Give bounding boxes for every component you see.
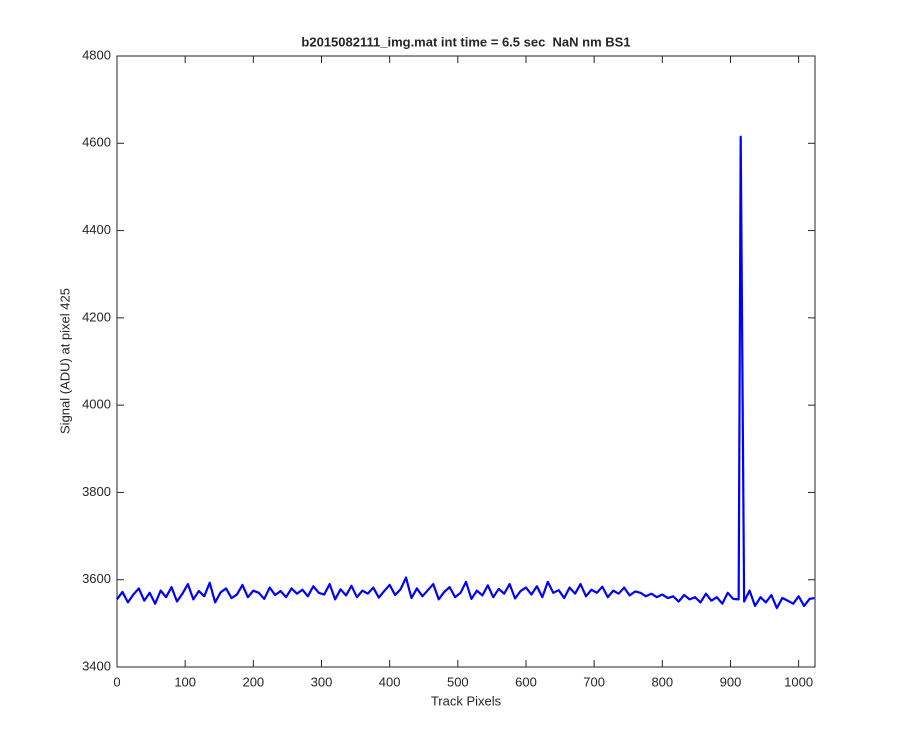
y-tick-label: 4600 <box>82 135 111 150</box>
x-tick-label: 200 <box>242 674 264 689</box>
x-tick-label: 600 <box>515 674 537 689</box>
x-tick-label: 700 <box>583 674 605 689</box>
x-tick-label: 400 <box>379 674 401 689</box>
x-tick-label: 900 <box>720 674 742 689</box>
y-axis-label: Signal (ADU) at pixel 425 <box>57 288 72 434</box>
x-tick-label: 500 <box>447 674 469 689</box>
y-tick-label: 4800 <box>82 47 111 62</box>
chart-title: b2015082111_img.mat int time = 6.5 sec N… <box>301 34 630 49</box>
y-tick-label: 4000 <box>82 397 111 412</box>
x-tick-label: 1000 <box>784 674 813 689</box>
axes-box <box>116 55 816 668</box>
x-axis-label: Track Pixels <box>431 693 502 708</box>
y-tick-label: 4400 <box>82 222 111 237</box>
y-tick-label: 3600 <box>82 571 111 586</box>
x-tick-label: 0 <box>113 674 120 689</box>
data-line <box>116 135 815 610</box>
x-tick-label: 800 <box>651 674 673 689</box>
y-tick-label: 4200 <box>82 309 111 324</box>
y-tick-label: 3800 <box>82 484 111 499</box>
x-tick-label: 300 <box>311 674 333 689</box>
x-tick-label: 100 <box>174 674 196 689</box>
y-tick-label: 3400 <box>82 658 111 673</box>
